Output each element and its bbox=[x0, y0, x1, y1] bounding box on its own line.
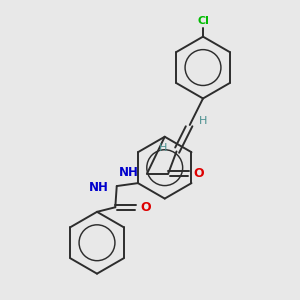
Text: NH: NH bbox=[119, 166, 139, 178]
Text: H: H bbox=[159, 143, 167, 153]
Text: O: O bbox=[140, 201, 151, 214]
Text: O: O bbox=[193, 167, 204, 180]
Text: Cl: Cl bbox=[197, 16, 209, 26]
Text: NH: NH bbox=[88, 181, 109, 194]
Text: H: H bbox=[199, 116, 208, 126]
